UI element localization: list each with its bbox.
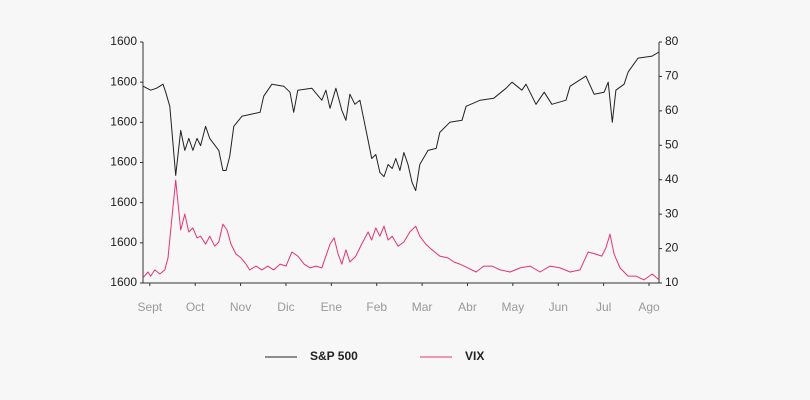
y2-tick-label: 80	[665, 34, 679, 48]
y2-tick-label: 30	[665, 206, 679, 220]
y2-tick-label: 10	[665, 275, 679, 289]
legend-label: S&P 500	[310, 349, 358, 363]
x-tick-label: Jul	[596, 300, 611, 314]
x-tick-label: Dic	[277, 300, 294, 314]
series-line	[142, 51, 660, 192]
y-tick-label: 1600	[110, 115, 137, 129]
y-tick-label: 1600	[110, 155, 137, 169]
x-tick-label: Mar	[412, 300, 433, 314]
x-tick-label: May	[502, 300, 525, 314]
x-tick-label: Feb	[366, 300, 387, 314]
x-tick-label: Sept	[137, 300, 162, 314]
y-tick-label: 1600	[110, 34, 137, 48]
y2-tick-label: 70	[665, 69, 679, 83]
y-tick-label: 1600	[110, 195, 137, 209]
x-tick-label: Ago	[638, 300, 660, 314]
series-line	[142, 179, 660, 281]
x-tick-label: Oct	[186, 300, 205, 314]
x-tick-label: Abr	[458, 300, 477, 314]
x-tick-label: Ene	[321, 300, 343, 314]
y-tick-label: 1600	[110, 235, 137, 249]
y2-tick-label: 60	[665, 103, 679, 117]
x-tick-label: Nov	[230, 300, 251, 314]
legend-label: VIX	[465, 349, 484, 363]
y2-tick-label: 20	[665, 241, 679, 255]
y2-tick-label: 40	[665, 172, 679, 186]
y2-tick-label: 50	[665, 137, 679, 151]
x-tick-label: Jun	[549, 300, 568, 314]
y-tick-label: 1600	[110, 275, 137, 289]
y-tick-label: 1600	[110, 74, 137, 88]
